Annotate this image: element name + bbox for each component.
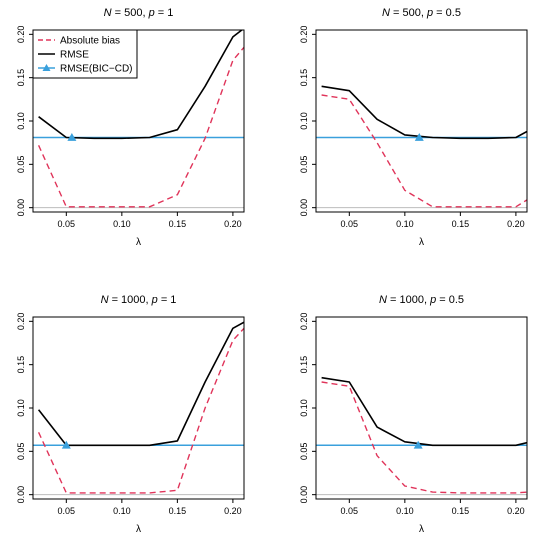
panel-title-part: = 0.5: [436, 294, 464, 306]
x-tick-label: 0.05: [341, 506, 359, 516]
y-tick-label: 0.15: [16, 356, 26, 374]
panel-title-part: N: [382, 7, 390, 19]
rmse-bic-cd-marker: [67, 132, 77, 141]
x-tick-label: 0.15: [452, 506, 470, 516]
panel-title-part: N: [104, 7, 112, 19]
panel-2: N = 500, p = 0.5 0.05 0.10 0.15 0.20 0.00 0.05…: [299, 7, 528, 248]
panel-title-part: = 1000,: [387, 294, 430, 306]
rmse-line: [38, 30, 244, 140]
panel-title-part: N: [379, 294, 387, 306]
x-tick-label: 0.10: [113, 506, 131, 516]
x-tick-label: 0.10: [396, 506, 414, 516]
panel-title: N = 500, p = 1: [104, 7, 174, 19]
panel-3: N = 1000, p = 1 0.05 0.10 0.15 0.20 0.00 0.05 0…: [16, 294, 245, 535]
x-tick-label: 0.05: [341, 219, 359, 229]
x-tick-label: 0.20: [224, 219, 242, 229]
panel-title-part: = 500,: [390, 7, 427, 19]
x-axis-label: λ: [419, 524, 424, 535]
y-tick-label: 0.15: [299, 69, 309, 87]
y-tick-label: 0.10: [16, 112, 26, 130]
rmse-line: [321, 85, 527, 140]
y-tick-label: 0.05: [299, 443, 309, 461]
y-tick-label: 0.00: [299, 486, 309, 504]
y-tick-label: 0.15: [16, 69, 26, 87]
y-tick-label: 0.10: [299, 399, 309, 417]
plot-frame: [315, 316, 528, 500]
y-tick-label: 0.15: [299, 356, 309, 374]
panel-title-part: p: [151, 294, 158, 306]
panel-title: N = 500, p = 0.5: [382, 7, 461, 19]
panel-4: N = 1000, p = 0.5 0.05 0.10 0.15 0.20 0.00 0.0…: [299, 294, 528, 535]
panel-title: N = 1000, p = 0.5: [379, 294, 464, 306]
panel-title: N = 1000, p = 1: [101, 294, 177, 306]
legend-label: Absolute bias: [60, 36, 120, 47]
x-tick-label: 0.10: [396, 219, 414, 229]
x-tick-label: 0.05: [58, 219, 76, 229]
x-axis-label: λ: [136, 237, 141, 248]
absolute-bias-line: [37, 327, 244, 494]
y-tick-label: 0.10: [16, 399, 26, 417]
x-axis-label: λ: [136, 524, 141, 535]
y-tick-label: 0.00: [16, 486, 26, 504]
y-tick-label: 0.10: [299, 112, 309, 130]
rmse-bic-cd-marker: [61, 440, 71, 449]
rmse-bic-cd-marker: [413, 440, 423, 449]
x-tick-label: 0.20: [507, 219, 525, 229]
y-tick-label: 0.20: [16, 26, 26, 44]
absolute-bias-line: [321, 94, 527, 208]
plot-lines: [33, 321, 244, 494]
x-tick-label: 0.15: [452, 219, 470, 229]
x-tick-label: 0.15: [169, 219, 187, 229]
y-tick-label: 0.20: [299, 313, 309, 331]
rmse-line: [37, 321, 244, 447]
panel-title-part: p: [426, 7, 433, 19]
panel-title-part: = 500,: [112, 7, 149, 19]
y-tick-label: 0.20: [16, 313, 26, 331]
absolute-bias-line: [321, 381, 527, 494]
legend-label: RMSE(BIC−CD): [60, 64, 133, 75]
y-tick-label: 0.00: [299, 199, 309, 217]
y-tick-label: 0.05: [299, 156, 309, 174]
panel-title-part: N: [101, 294, 109, 306]
panel-title-part: p: [429, 294, 436, 306]
plot-frame: [32, 316, 245, 500]
panel-title-part: = 1: [155, 7, 174, 19]
rmse-bic-cd-marker: [414, 132, 424, 141]
y-tick-label: 0.20: [299, 26, 309, 44]
absolute-bias-line: [37, 46, 244, 208]
legend-triangle-marker: [42, 64, 51, 71]
x-tick-label: 0.20: [224, 506, 242, 516]
y-tick-label: 0.00: [16, 199, 26, 217]
y-tick-label: 0.05: [16, 443, 26, 461]
panel-1: N = 500, p = 1 0.05 0.10 0.15 0.20 0.00 0.05 0.…: [16, 7, 245, 248]
panel-title-part: = 1000,: [109, 294, 152, 306]
x-tick-label: 0.05: [58, 506, 76, 516]
rmse-line: [321, 376, 527, 447]
plot-lines: [33, 30, 244, 208]
panel-title-part: = 0.5: [433, 7, 461, 19]
plot-lines: [316, 85, 527, 208]
legend: Absolute bias RMSE RMSE(BIC−CD): [32, 29, 138, 79]
x-tick-label: 0.15: [169, 506, 187, 516]
panel-title-part: p: [148, 7, 155, 19]
legend-label: RMSE: [60, 50, 89, 61]
x-axis-label: λ: [419, 237, 424, 248]
y-tick-label: 0.05: [16, 156, 26, 174]
plot-frame: [315, 29, 528, 213]
panel-title-part: = 1: [158, 294, 177, 306]
plot-lines: [316, 376, 527, 494]
x-tick-label: 0.20: [507, 506, 525, 516]
x-tick-label: 0.10: [113, 219, 131, 229]
